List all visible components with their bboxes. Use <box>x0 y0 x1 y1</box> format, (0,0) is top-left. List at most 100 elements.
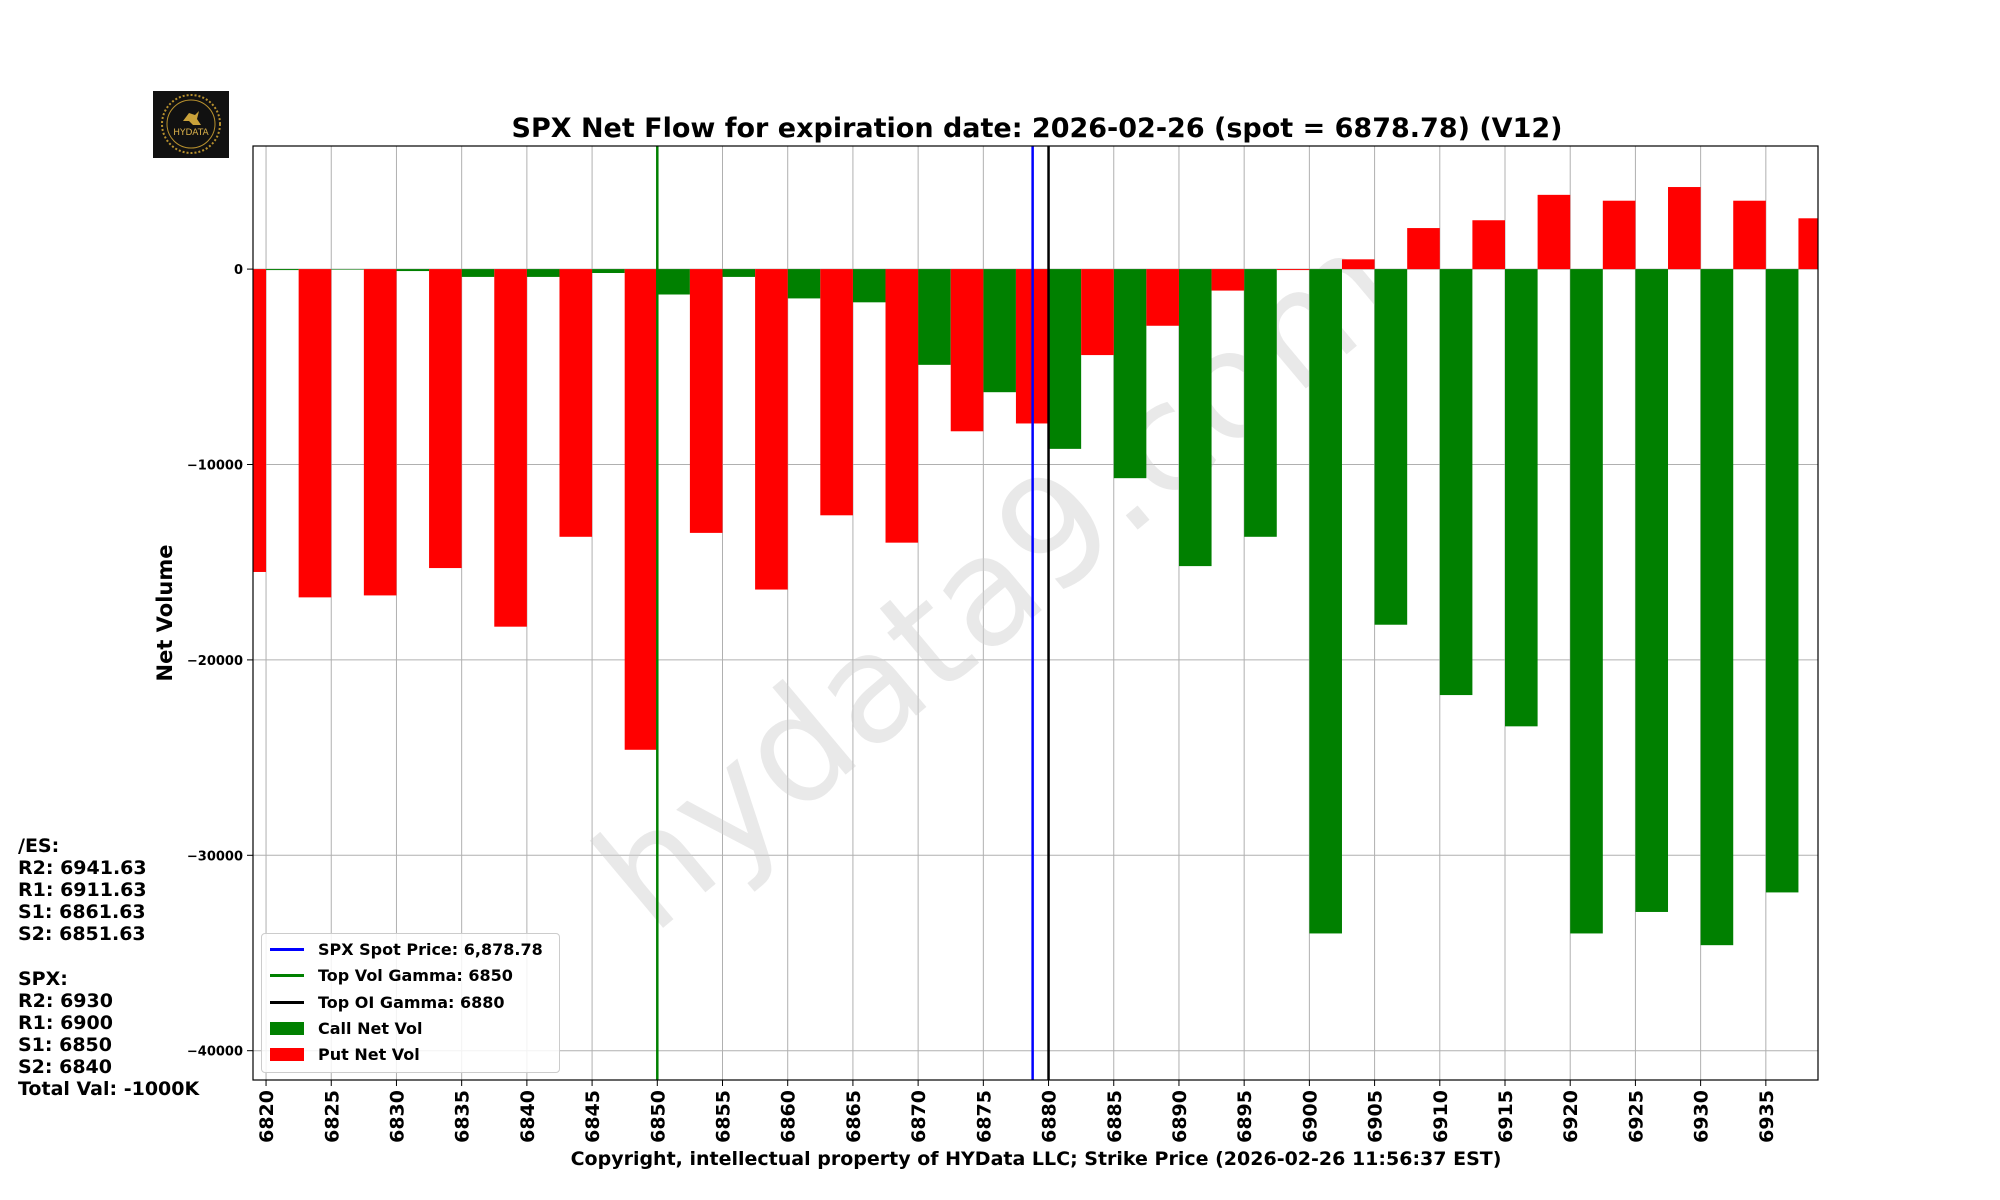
legend-item-spot: SPX Spot Price: 6,878.78 <box>270 938 543 960</box>
x-tick-label: 6850 <box>647 1090 669 1143</box>
es-header: /ES: <box>18 835 60 857</box>
es-r2: R2: 6941.63 <box>18 857 147 879</box>
call-bar-6830 <box>396 269 430 272</box>
hydata-logo: HYDATA <box>153 91 229 158</box>
es-s2: S2: 6851.63 <box>18 923 146 945</box>
logo-text: HYDATA <box>173 128 209 138</box>
put-bar-6875 <box>950 269 984 432</box>
x-tick-label: 6855 <box>713 1090 735 1143</box>
legend-label-top-vol-gamma: Top Vol Gamma: 6850 <box>318 965 513 985</box>
chart-title: SPX Net Flow for expiration date: 2026-0… <box>512 113 1563 144</box>
y-axis-label: Net Volume <box>153 545 177 682</box>
x-tick-label: 6860 <box>778 1090 800 1143</box>
chart-legend: SPX Spot Price: 6,878.78 Top Vol Gamma: … <box>261 933 560 1073</box>
put-bar-6895 <box>1211 269 1245 291</box>
x-tick-label: 6900 <box>1299 1090 1321 1143</box>
put-bar-6835 <box>429 269 462 569</box>
call-bar-6905 <box>1374 269 1408 625</box>
put-bar-6830 <box>363 269 397 596</box>
call-bar-6930 <box>1700 269 1734 946</box>
call-bar-6825 <box>331 269 364 270</box>
call-bar-6900 <box>1309 269 1342 934</box>
put-bar-6850 <box>624 269 658 750</box>
put-bar-6930 <box>1668 187 1701 270</box>
x-tick-label: 6920 <box>1560 1090 1582 1143</box>
spx-s2: S2: 6840 <box>18 1056 112 1078</box>
legend-label-spot: SPX Spot Price: 6,878.78 <box>318 939 543 959</box>
put-bar-6885 <box>1081 269 1114 356</box>
legend-label-put: Put Net Vol <box>318 1044 420 1064</box>
legend-swatch-put <box>270 1047 304 1061</box>
put-bar-6900 <box>1276 269 1310 271</box>
call-bar-6875 <box>983 269 1016 393</box>
legend-swatch-top-vol-gamma <box>270 973 304 977</box>
call-bar-6880 <box>1048 269 1082 449</box>
y-tick-label: −10000 <box>187 458 243 473</box>
x-tick-label: 6885 <box>1104 1090 1126 1143</box>
spx-levels: SPX: R2: 6930 R1: 6900 S1: 6850 S2: 6840… <box>18 968 199 1100</box>
x-tick-label: 6870 <box>908 1090 930 1143</box>
put-bar-6845 <box>559 269 593 537</box>
call-bar-6920 <box>1570 269 1603 934</box>
x-tick-label: 6890 <box>1169 1090 1191 1143</box>
x-tick-label: 6865 <box>843 1090 865 1143</box>
y-tick-label: −30000 <box>187 849 243 864</box>
put-bar-6870 <box>885 269 919 543</box>
bars-group <box>253 187 1818 946</box>
x-axis-ticks: 6820 6825 6830 6835 6840 6845 6850 6855 6860 6865… <box>256 1080 1778 1143</box>
x-tick-label: 6915 <box>1495 1090 1517 1143</box>
x-axis-label: Copyright, intellectual property of HYDa… <box>571 1148 1502 1170</box>
es-levels: /ES: R2: 6941.63 R1: 6911.63 S1: 6861.63… <box>18 835 147 945</box>
x-tick-label: 6820 <box>256 1090 278 1143</box>
put-bar-6925 <box>1602 200 1636 270</box>
legend-swatch-top-oi-gamma <box>270 1000 304 1004</box>
es-r1: R1: 6911.63 <box>18 879 147 901</box>
reference-lines <box>656 146 1050 1080</box>
logo-emblem: HYDATA <box>161 94 221 154</box>
legend-item-call: Call Net Vol <box>270 1017 423 1039</box>
y-tick-label: 0 <box>234 263 243 278</box>
call-bar-6935 <box>1765 269 1799 893</box>
x-tick-label: 6825 <box>321 1090 343 1143</box>
y-axis-ticks: 0 −10000 −20000 −30000 −40000 <box>187 263 253 1060</box>
legend-swatch-call <box>270 1021 304 1035</box>
x-tick-label: 6845 <box>582 1090 604 1143</box>
put-bar-6920 <box>1537 194 1571 270</box>
es-s1: S1: 6861.63 <box>18 901 146 923</box>
put-bar-6825 <box>298 269 332 598</box>
call-bar-6850 <box>657 269 690 295</box>
call-bar-6840 <box>526 269 560 277</box>
call-bar-6860 <box>787 269 821 299</box>
x-tick-label: 6905 <box>1365 1090 1387 1143</box>
put-bar-6915 <box>1472 220 1505 270</box>
legend-label-call: Call Net Vol <box>318 1018 423 1038</box>
put-bar-6905 <box>1341 259 1375 270</box>
put-bar-6820 <box>253 269 267 572</box>
call-bar-6855 <box>722 269 756 277</box>
put-bar-6940 <box>1798 218 1818 270</box>
total-val: Total Val: -1000K <box>18 1078 200 1100</box>
spx-r1: R1: 6900 <box>18 1012 113 1034</box>
put-bar-6865 <box>820 269 853 516</box>
call-bar-6870 <box>918 269 951 365</box>
x-tick-label: 6935 <box>1756 1090 1778 1143</box>
x-tick-label: 6830 <box>386 1090 408 1143</box>
spx-header: SPX: <box>18 968 68 990</box>
legend-swatch-spot <box>270 947 304 951</box>
spx-s1: S1: 6850 <box>18 1034 112 1056</box>
plot-frame <box>252 145 1819 1081</box>
x-tick-label: 6835 <box>452 1090 474 1143</box>
legend-label-top-oi-gamma: Top OI Gamma: 6880 <box>318 992 505 1012</box>
call-bar-6910 <box>1439 269 1473 696</box>
x-tick-label: 6840 <box>517 1090 539 1143</box>
legend-item-top-vol-gamma: Top Vol Gamma: 6850 <box>270 964 513 986</box>
x-tick-label: 6925 <box>1625 1090 1647 1143</box>
call-bar-6820 <box>266 269 299 271</box>
call-bar-6890 <box>1178 269 1212 567</box>
call-bar-6895 <box>1244 269 1277 537</box>
call-bar-6845 <box>592 269 625 274</box>
put-bar-6855 <box>689 269 723 533</box>
call-bar-6885 <box>1113 269 1147 479</box>
x-tick-label: 6910 <box>1430 1090 1452 1143</box>
